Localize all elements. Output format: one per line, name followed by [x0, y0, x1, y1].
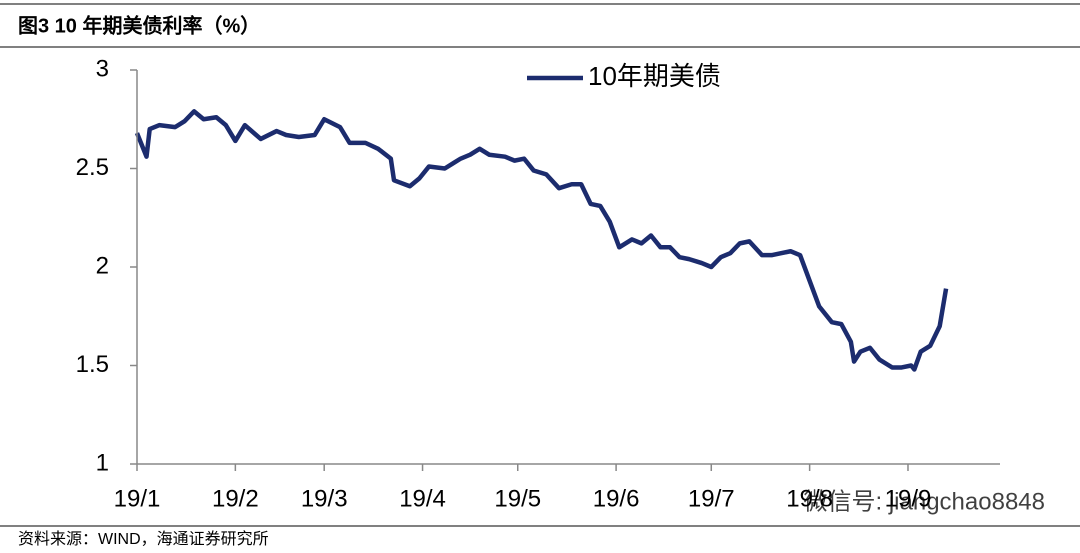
x-tick-label: 19/7 [688, 485, 735, 512]
y-tick-label: 2 [96, 252, 109, 279]
x-tick-label: 19/1 [114, 485, 161, 512]
y-tick-label: 1 [96, 449, 109, 476]
watermark: 微信号: jiangchao8848 [804, 488, 1045, 515]
x-tick-label: 19/9 [885, 485, 932, 512]
y-tick-label: 3 [96, 55, 109, 82]
x-tick-label: 19/5 [494, 485, 541, 512]
line-series [134, 109, 949, 372]
x-tick-label: 19/6 [593, 485, 640, 512]
x-tick-label: 19/2 [212, 485, 259, 512]
source: 资料来源：WIND，海通证券研究所 [18, 530, 269, 548]
x-tick-label: 19/8 [786, 485, 833, 512]
y-tick-label: 1.5 [76, 351, 109, 378]
legend-label: 10年期美债 [588, 61, 721, 91]
x-tick-label: 19/4 [399, 485, 446, 512]
y-tick-label: 2.5 [76, 154, 109, 181]
x-tick-label: 19/3 [301, 485, 348, 512]
chart-title: 图3 10 年期美债利率（%） [18, 13, 260, 37]
